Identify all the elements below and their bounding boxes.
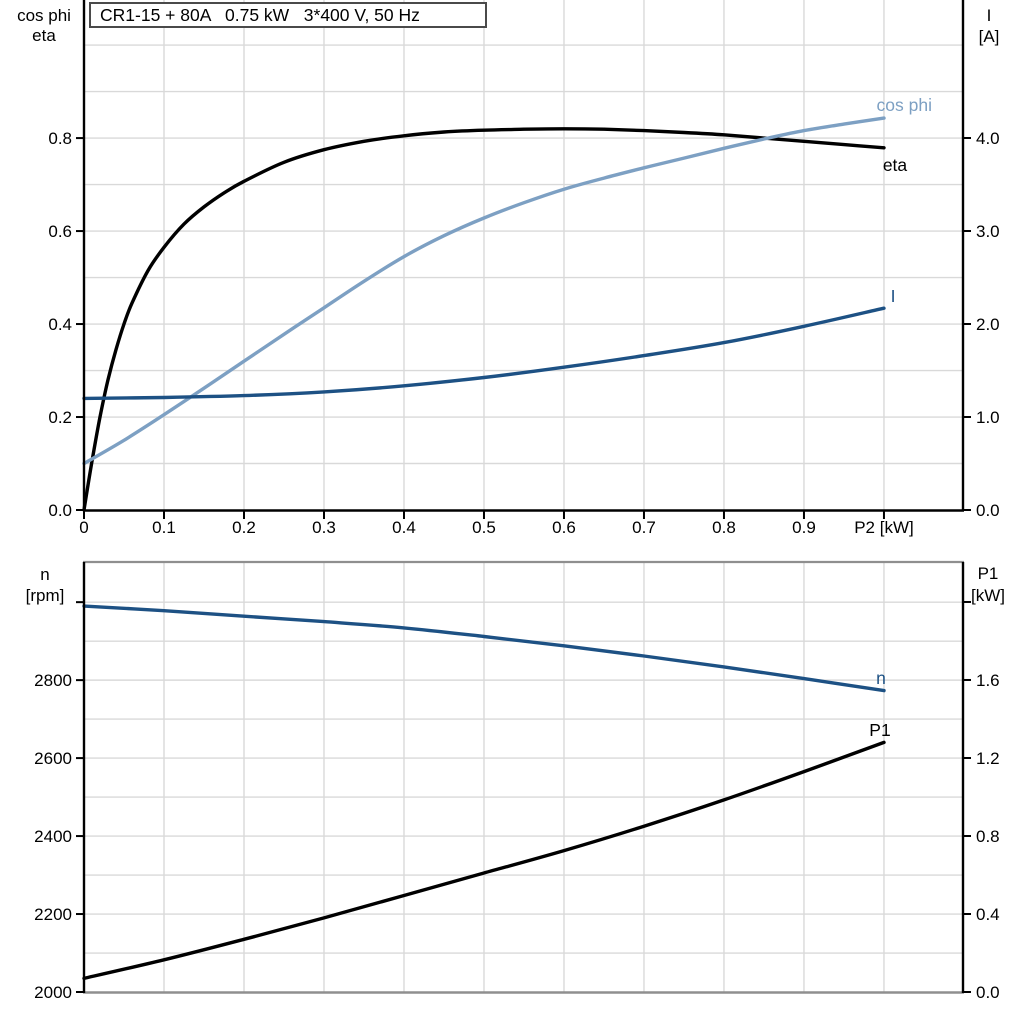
curve-n xyxy=(82,604,886,693)
right-axis-unit-label: I xyxy=(987,6,992,25)
curve-label-eta: eta xyxy=(883,155,908,175)
x-axis-label: P2 [kW] xyxy=(854,518,914,537)
left-tick-label: 2000 xyxy=(34,983,72,1002)
right-tick-label: 1.2 xyxy=(976,749,1000,768)
curve-label-n: n xyxy=(876,668,886,688)
left-axis-unit-label: n xyxy=(40,565,49,584)
right-tick-label: 1.0 xyxy=(976,408,1000,427)
left-tick-label: 0.2 xyxy=(48,408,72,427)
right-tick-label: 1.6 xyxy=(976,671,1000,690)
curve-cos-phi xyxy=(82,116,886,466)
right-tick-label: 0.0 xyxy=(976,983,1000,1002)
curve-I xyxy=(82,306,886,401)
x-tick-label: 0.5 xyxy=(472,518,496,537)
right-tick-label: 0.8 xyxy=(976,827,1000,846)
right-axis-unit-label: [A] xyxy=(979,27,1000,46)
right-axis-unit-label: [kW] xyxy=(971,586,1005,605)
axes-layer: 2000 2200 2400 2600 2800 0.0 0.4 0.8 1.2 1.6 xyxy=(34,560,1000,1002)
right-tick-label: 0.4 xyxy=(976,905,1000,924)
curves-layer: eta cos phi I xyxy=(82,95,932,512)
left-axis-unit-label: eta xyxy=(32,26,56,45)
left-tick-label: 2600 xyxy=(34,749,72,768)
x-tick-label: 0.4 xyxy=(392,518,416,537)
right-tick-label: 3.0 xyxy=(976,222,1000,241)
curve-P1 xyxy=(82,740,886,981)
right-tick-label: 0.0 xyxy=(976,501,1000,520)
curve-eta xyxy=(82,127,886,512)
curve-label-cos-phi: cos phi xyxy=(877,95,932,115)
curves-layer: n P1 xyxy=(82,604,891,981)
left-axis-unit-label: cos phi xyxy=(17,6,71,25)
right-tick-label: 4.0 xyxy=(976,129,1000,148)
x-tick-label: 0.2 xyxy=(232,518,256,537)
x-tick-label: 0.7 xyxy=(632,518,656,537)
left-tick-label: 2800 xyxy=(34,671,72,690)
x-tick-label: 0.3 xyxy=(312,518,336,537)
x-tick-label: 0.1 xyxy=(152,518,176,537)
x-tick-label: 0 xyxy=(79,518,88,537)
left-tick-label: 0.6 xyxy=(48,222,72,241)
curve-label-P1: P1 xyxy=(869,720,890,740)
axes-layer: 0.0 0.2 0.4 0.6 0.8 0.0 1.0 2.0 3.0 4.0 0 0.1 0.2 0.3… xyxy=(48,0,1000,537)
left-tick-label: 0.0 xyxy=(48,501,72,520)
chart-panel-1: n P1 2000 2200 2400 2600 2800 0.0 0.4 0.8 1.2 1.6 n [… xyxy=(26,560,1005,1002)
x-tick-label: 0.8 xyxy=(712,518,736,537)
grid-layer xyxy=(84,0,963,510)
grid-layer xyxy=(84,562,963,992)
x-tick-label: 0.6 xyxy=(552,518,576,537)
left-axis-unit-label: [rpm] xyxy=(26,586,65,605)
left-tick-label: 0.4 xyxy=(48,315,72,334)
left-tick-label: 2400 xyxy=(34,827,72,846)
left-tick-label: 0.8 xyxy=(48,129,72,148)
curve-label-I: I xyxy=(891,286,896,306)
right-tick-label: 2.0 xyxy=(976,315,1000,334)
left-tick-label: 2200 xyxy=(34,905,72,924)
chart-title: CR1-15 + 80A 0.75 kW 3*400 V, 50 Hz xyxy=(100,5,420,25)
chart-title-box: CR1-15 + 80A 0.75 kW 3*400 V, 50 Hz xyxy=(89,2,487,28)
x-tick-label: 0.9 xyxy=(792,518,816,537)
right-axis-unit-label: P1 xyxy=(978,564,999,583)
